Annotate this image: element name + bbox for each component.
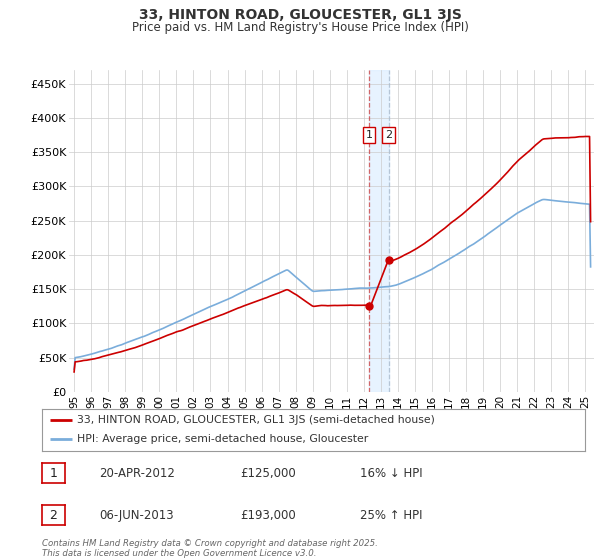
Text: Contains HM Land Registry data © Crown copyright and database right 2025.
This d: Contains HM Land Registry data © Crown c… <box>42 539 378 558</box>
Text: £125,000: £125,000 <box>240 466 296 480</box>
Text: 2: 2 <box>385 130 392 140</box>
Text: 16% ↓ HPI: 16% ↓ HPI <box>360 466 422 480</box>
Text: 20-APR-2012: 20-APR-2012 <box>99 466 175 480</box>
Text: HPI: Average price, semi-detached house, Gloucester: HPI: Average price, semi-detached house,… <box>77 435 368 445</box>
Text: 1: 1 <box>365 130 373 140</box>
Text: 25% ↑ HPI: 25% ↑ HPI <box>360 508 422 522</box>
Text: £193,000: £193,000 <box>240 508 296 522</box>
Text: 33, HINTON ROAD, GLOUCESTER, GL1 3JS (semi-detached house): 33, HINTON ROAD, GLOUCESTER, GL1 3JS (se… <box>77 415 435 425</box>
Text: 1: 1 <box>49 466 58 480</box>
Text: 2: 2 <box>49 508 58 522</box>
Text: 06-JUN-2013: 06-JUN-2013 <box>99 508 173 522</box>
Text: Price paid vs. HM Land Registry's House Price Index (HPI): Price paid vs. HM Land Registry's House … <box>131 21 469 34</box>
Text: 33, HINTON ROAD, GLOUCESTER, GL1 3JS: 33, HINTON ROAD, GLOUCESTER, GL1 3JS <box>139 8 461 22</box>
Bar <box>369 70 389 392</box>
